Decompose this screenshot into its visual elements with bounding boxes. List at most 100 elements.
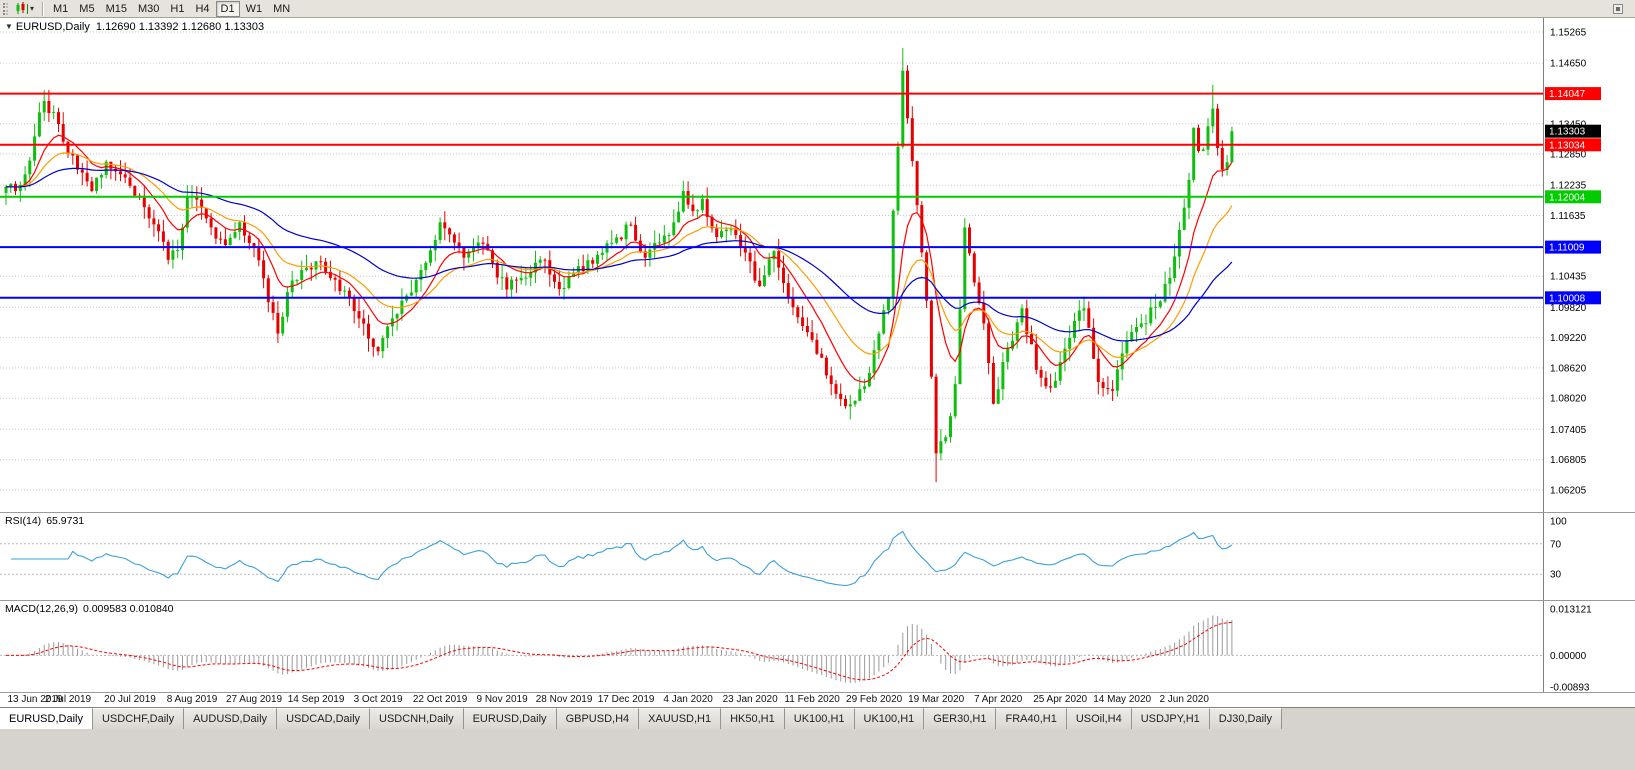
chart-ohlc-values: 1.12690 1.13392 1.12680 1.13303 <box>95 21 265 33</box>
svg-text:1.15265: 1.15265 <box>1550 28 1587 39</box>
chart-type-button[interactable]: ▾ <box>12 1 37 17</box>
timeframe-button-m15[interactable]: M15 <box>105 2 127 15</box>
macd-values: 0.009583 0.010840 <box>82 603 174 615</box>
rsi-panel: 100 70 30 RSI(14) 65.9731 <box>0 512 1635 601</box>
price-chart[interactable]: 1.152651.146501.134501.128501.122351.116… <box>0 18 1635 512</box>
svg-text:1.14650: 1.14650 <box>1550 59 1587 70</box>
macd-label: MACD(12,26,9) <box>5 603 78 615</box>
rsi-label: RSI(14) <box>5 515 42 527</box>
chart-tab[interactable]: FRA40,H1 <box>996 708 1067 729</box>
svg-text:1.06205: 1.06205 <box>1550 486 1587 497</box>
price-chart-panel: 1.152651.146501.134501.128501.122351.116… <box>0 18 1635 512</box>
svg-text:1.12004: 1.12004 <box>1549 192 1586 203</box>
tab-label: GBPUSD,H4 <box>565 713 630 725</box>
timeframe-button-w1[interactable]: W1 <box>245 2 263 15</box>
date-label: 2 Jun 2020 <box>1159 694 1209 705</box>
date-label: 8 Aug 2019 <box>166 694 218 705</box>
date-label: 2 Jul 2019 <box>44 694 92 705</box>
timeframe-button-m1[interactable]: M1 <box>53 2 69 15</box>
toolbar-overflow-button[interactable] <box>1613 4 1623 14</box>
svg-text:1.09820: 1.09820 <box>1550 303 1587 314</box>
tab-label: EURUSD,Daily <box>472 713 547 725</box>
chart-tab[interactable]: DJ30,Daily <box>1209 708 1282 729</box>
timeframe-button-d1[interactable]: D1 <box>215 0 240 17</box>
price-axis-label <box>1545 138 1601 152</box>
timeframe-button-h1[interactable]: H1 <box>170 2 185 15</box>
tab-label: FRA40,H1 <box>1005 713 1057 725</box>
date-label: 7 Apr 2020 <box>973 694 1023 705</box>
svg-text:1.08620: 1.08620 <box>1550 363 1587 374</box>
chart-tab[interactable]: USDCAD,Daily <box>277 708 371 729</box>
ma-line-50 <box>5 167 1233 342</box>
date-label: 11 Feb 2020 <box>784 694 840 705</box>
collapse-triangle-icon[interactable]: ▼ <box>5 22 13 31</box>
chart-tab[interactable]: HK50,H1 <box>721 708 785 729</box>
ma-line-21 <box>5 152 1233 359</box>
price-axis-label <box>1545 190 1601 204</box>
rsi-chart[interactable]: 100 70 30 <box>0 513 1635 601</box>
chart-tab[interactable]: USOil,H4 <box>1066 708 1132 729</box>
tab-label: AUDUSD,Daily <box>193 713 268 725</box>
chart-tab[interactable]: EURUSD,Daily <box>463 708 557 729</box>
tab-label: HK50,H1 <box>730 713 775 725</box>
candlesticks <box>4 47 1234 483</box>
date-label: 27 Aug 2019 <box>225 694 283 705</box>
macd-chart[interactable]: 0.013121 0.00000 -0.00893 <box>0 601 1635 693</box>
timeframe-button-m5[interactable]: M5 <box>79 2 95 15</box>
timeframe-button-m30[interactable]: M30 <box>137 2 160 15</box>
svg-text:70: 70 <box>1550 539 1562 550</box>
chart-tab[interactable]: USDCNH,Daily <box>370 708 464 729</box>
date-label: 20 Jul 2019 <box>104 694 156 705</box>
macd-panel: 0.013121 0.00000 -0.00893 MACD(12,26,9) 0.0… <box>0 600 1635 693</box>
svg-text:-0.00893: -0.00893 <box>1550 683 1590 694</box>
tab-label: USDJPY,H1 <box>1140 713 1200 725</box>
chart-tab-bar: EURUSD,Daily USDCHF,Daily AUDUSD,Daily USDC… <box>0 707 1635 729</box>
price-axis-label <box>1545 124 1601 138</box>
svg-text:1.07405: 1.07405 <box>1550 425 1587 436</box>
chart-tab[interactable]: GER30,H1 <box>924 708 997 729</box>
price-axis-label <box>1545 87 1601 101</box>
chart-tab[interactable]: XAUUSD,H1 <box>639 708 722 729</box>
date-label: 14 Sep 2019 <box>287 694 345 705</box>
svg-text:1.10008: 1.10008 <box>1549 293 1586 304</box>
chart-tab[interactable]: USDJPY,H1 <box>1131 708 1210 729</box>
tab-label: EURUSD,Daily <box>9 713 83 725</box>
date-label: 29 Feb 2020 <box>846 694 903 705</box>
toolbar-grip[interactable] <box>3 2 8 15</box>
macd-title: MACD(12,26,9) 0.009583 0.010840 <box>5 603 173 615</box>
chart-tab[interactable]: UK100,H1 <box>854 708 925 729</box>
timeframe-button-mn[interactable]: MN <box>273 2 291 15</box>
svg-text:1.13303: 1.13303 <box>1549 127 1586 138</box>
tab-label: UK100,H1 <box>793 713 845 725</box>
svg-text:1.12850: 1.12850 <box>1550 150 1587 161</box>
candlestick-chart-icon <box>16 2 28 14</box>
chart-tab[interactable]: GBPUSD,H4 <box>556 708 640 729</box>
tab-label: USOil,H4 <box>1075 713 1122 725</box>
tab-label: USDCHF,Daily <box>101 713 175 725</box>
tab-label: USDCNH,Daily <box>379 713 454 725</box>
chevron-down-icon: ▾ <box>30 4 35 13</box>
date-label: 17 Dec 2019 <box>597 694 655 705</box>
svg-text:100: 100 <box>1550 517 1567 528</box>
rsi-title: RSI(14) 65.9731 <box>5 515 84 527</box>
svg-text:1.09220: 1.09220 <box>1550 333 1587 344</box>
time-axis[interactable]: 13 Jun 2019 2 Jul 2019 20 Jul 2019 8 Aug 20… <box>0 692 1635 707</box>
tab-label: DJ30,Daily <box>1218 713 1272 725</box>
date-label: 4 Jan 2020 <box>663 694 713 705</box>
chart-symbol-label: EURUSD,Daily <box>15 21 90 33</box>
chart-tab[interactable]: USDCHF,Daily <box>92 708 185 729</box>
timeframe-button-h4[interactable]: H4 <box>195 2 210 15</box>
chart-tab[interactable]: EURUSD,Daily <box>0 708 93 729</box>
svg-text:1.06805: 1.06805 <box>1550 455 1587 466</box>
date-label: 23 Jan 2020 <box>722 694 778 705</box>
price-axis-label <box>1545 291 1601 305</box>
svg-text:0.013121: 0.013121 <box>1550 605 1592 616</box>
svg-text:1.12235: 1.12235 <box>1550 181 1587 192</box>
svg-text:1.08020: 1.08020 <box>1550 394 1587 405</box>
date-label: 19 Mar 2020 <box>908 694 965 705</box>
chart-tab[interactable]: AUDUSD,Daily <box>184 708 278 729</box>
timeframe-toolbar: ▾ M1 M5 M15 M30 H1 H4 D1 W1 MN <box>0 0 1635 18</box>
chart-tab[interactable]: UK100,H1 <box>784 708 855 729</box>
date-label: 28 Nov 2019 <box>535 694 593 705</box>
